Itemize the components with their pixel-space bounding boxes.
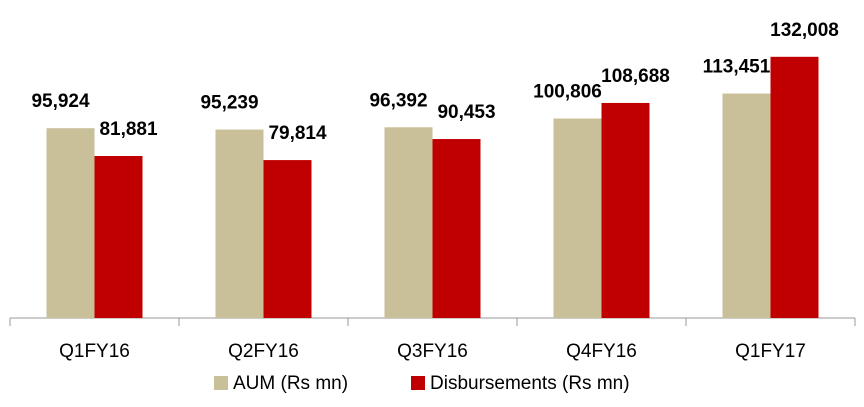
x-tick-label: Q2FY16 [228,341,299,362]
legend-swatch [411,376,425,390]
x-tick-label: Q1FY17 [735,341,806,362]
data-label: 90,453 [437,102,495,123]
bar [553,118,602,318]
data-label: 113,451 [703,57,771,78]
data-label: 100,806 [533,82,602,103]
bar [384,127,433,318]
bar [263,160,312,318]
legend-label: Disbursements (Rs mn) [430,373,630,394]
data-label: 96,392 [369,90,427,111]
data-label: 81,881 [99,119,158,140]
data-label: 95,239 [200,93,258,114]
bar [94,155,143,318]
bar [46,128,95,318]
data-label: 132,008 [770,20,839,41]
legend-label: AUM (Rs mn) [233,373,348,394]
x-tick-label: Q1FY16 [59,341,130,362]
bar [601,102,650,318]
legend-swatch [214,376,228,390]
data-label: 95,924 [31,91,90,112]
data-label: 79,814 [268,123,327,144]
bar [722,93,771,319]
x-tick-label: Q3FY16 [397,341,468,362]
bar [432,139,481,318]
bar [770,56,819,318]
data-label: 108,688 [601,66,670,87]
x-tick-label: Q4FY16 [566,341,637,362]
bar [215,129,264,318]
